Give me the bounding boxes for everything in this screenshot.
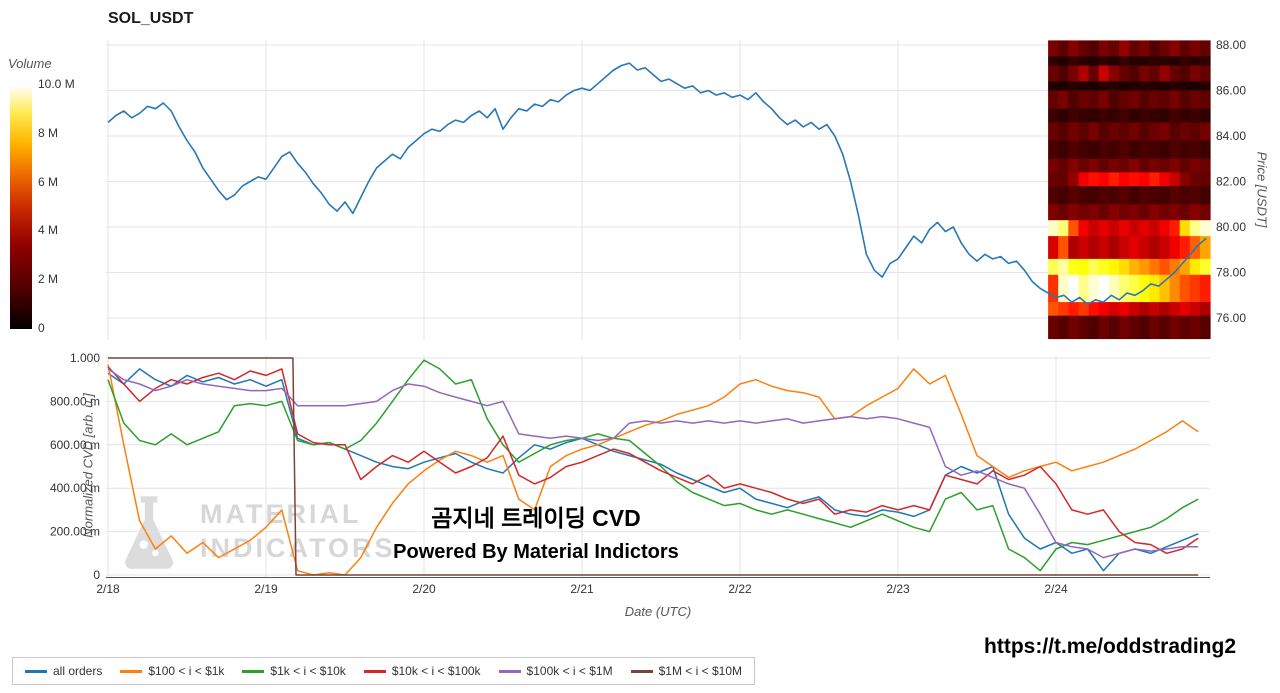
legend-item: $100k < i < $1M: [498, 664, 613, 678]
svg-text:200.00 m: 200.00 m: [50, 525, 100, 539]
watermark-overlay: 곰지네 트레이딩 CVD Powered By Material Indicto…: [352, 504, 720, 565]
flask-icon: [125, 496, 173, 569]
cvd-axis-label: Normalized CVD [arb. u.]: [80, 393, 96, 538]
orderbook-heatmap: [1048, 40, 1211, 340]
svg-text:86.00: 86.00: [1216, 84, 1246, 98]
legend-label: $100k < i < $1M: [526, 664, 613, 678]
volume-colorbar: [10, 85, 32, 329]
svg-text:2/22: 2/22: [728, 582, 752, 596]
legend-label: $10k < i < $100k: [391, 664, 481, 678]
colorbar-tick: 6 M: [38, 174, 59, 189]
legend-item: $1k < i < $10k: [242, 664, 346, 678]
legend-item: $1M < i < $10M: [630, 664, 742, 678]
gridlines: [106, 40, 1210, 578]
legend-swatch: [363, 669, 386, 673]
cvd-line-0: [107, 368, 1199, 572]
legend-label: all orders: [53, 664, 103, 678]
colorbar-tick: 4 M: [38, 223, 59, 238]
svg-text:76.00: 76.00: [1216, 311, 1246, 325]
svg-text:78.00: 78.00: [1216, 266, 1246, 280]
svg-text:2/18: 2/18: [96, 582, 120, 596]
svg-text:84.00: 84.00: [1216, 129, 1246, 143]
colorbar-tick: 0: [38, 321, 45, 335]
chart-title: SOL_USDT: [108, 10, 194, 27]
svg-text:800.00 m: 800.00 m: [50, 394, 100, 408]
svg-text:600.00 m: 600.00 m: [50, 438, 100, 452]
legend-swatch: [120, 669, 143, 673]
legend-label: $1M < i < $10M: [658, 664, 742, 678]
legend-item: $10k < i < $100k: [363, 664, 481, 678]
cvd-line-3: [107, 366, 1199, 555]
cvd-line-2: [107, 359, 1199, 572]
svg-text:2/21: 2/21: [570, 582, 594, 596]
cvd-line-5: [108, 357, 1199, 576]
svg-text:400.00 m: 400.00 m: [50, 481, 100, 495]
svg-text:80.00: 80.00: [1216, 220, 1246, 234]
svg-text:88.00: 88.00: [1216, 38, 1246, 52]
legend-item: $100 < i < $1k: [120, 664, 224, 678]
legend-swatch: [25, 669, 47, 673]
price-axis-label: Price [USDT]: [1254, 151, 1270, 228]
legend-swatch: [242, 669, 265, 673]
legend-label: $100 < i < $1k: [148, 664, 225, 678]
svg-text:2/24: 2/24: [1044, 582, 1068, 596]
svg-text:2/20: 2/20: [412, 582, 436, 596]
svg-text:0: 0: [93, 568, 100, 582]
svg-text:2/23: 2/23: [886, 582, 910, 596]
svg-text:82.00: 82.00: [1216, 175, 1246, 189]
legend-swatch: [630, 669, 653, 673]
date-axis-label: Date (UTC): [624, 604, 692, 619]
colorbar-tick: 2 M: [38, 272, 59, 287]
korean-watermark-text: 곰지네 트레이딩 CVD: [431, 505, 641, 531]
powered-by-text: Powered By Material Indictors: [393, 540, 679, 563]
legend-swatch: [498, 669, 521, 673]
svg-text:1.000: 1.000: [70, 351, 100, 365]
cvd-line-4: [107, 368, 1199, 559]
svg-text:2/19: 2/19: [254, 582, 278, 596]
price-line: [107, 62, 1207, 306]
colorbar-title: Volume: [8, 56, 52, 71]
colorbar-tick: 8 M: [38, 125, 59, 140]
watermark-text-line1: MATERIAL: [200, 499, 362, 530]
legend: all orders $100 < i < $1k $1k < i < $10k $1…: [12, 657, 755, 685]
legend-item: all orders: [25, 664, 102, 678]
cvd-line-1: [107, 364, 1199, 576]
telegram-url: https://t.me/oddstrading2: [984, 635, 1236, 658]
legend-label: $1k < i < $10k: [270, 664, 346, 678]
colorbar-tick: 10.0 M: [38, 77, 75, 91]
